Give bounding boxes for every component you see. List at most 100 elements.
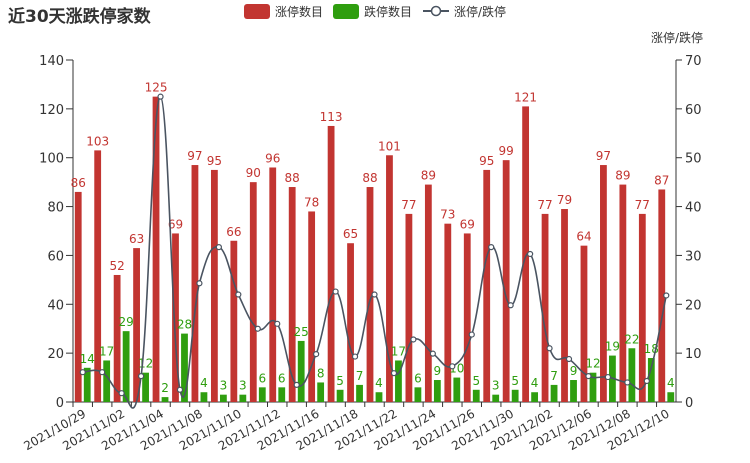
limit-down-value-label: 4 xyxy=(200,376,208,390)
ratio-point xyxy=(274,320,281,327)
left-axis-tick-label: 0 xyxy=(56,396,64,411)
right-axis-tick-label: 20 xyxy=(685,298,702,313)
limit-down-value-label: 25 xyxy=(294,325,309,339)
limit-down-value-label: 8 xyxy=(317,366,325,380)
limit-up-bar xyxy=(561,209,568,402)
ratio-point xyxy=(527,250,534,258)
limit-up-bar xyxy=(210,169,218,402)
ratio-point xyxy=(235,291,242,298)
limit-up-value-label: 88 xyxy=(285,171,300,185)
limit-down-value-label: 17 xyxy=(391,344,406,358)
limit-down-value-label: 3 xyxy=(220,379,228,393)
ratio-point xyxy=(565,355,573,363)
limit-down-bar xyxy=(550,384,558,402)
limit-up-value-label: 103 xyxy=(86,134,109,148)
limit-down-bar xyxy=(531,392,539,402)
limit-down-value-label: 14 xyxy=(80,352,95,366)
right-axis-tick-label: 50 xyxy=(685,152,702,167)
limit-down-value-label: 3 xyxy=(492,379,500,393)
limit-up-value-label: 66 xyxy=(226,225,241,239)
legend-marker-ratio[interactable] xyxy=(430,5,442,17)
legend-label-down[interactable]: 跌停数目 xyxy=(364,4,412,19)
limit-up-value-label: 69 xyxy=(168,217,183,231)
limit-up-value-label: 77 xyxy=(635,198,650,212)
legend-label-ratio[interactable]: 涨停/跌停 xyxy=(454,4,506,19)
ratio-point xyxy=(624,379,631,386)
limit-up-bar xyxy=(113,274,121,402)
limit-up-value-label: 78 xyxy=(304,195,319,209)
limit-down-bar xyxy=(453,377,461,402)
ratio-line-path xyxy=(82,95,668,409)
limit-down-bar xyxy=(239,394,247,402)
ratio-point xyxy=(118,390,125,397)
limit-up-value-label: 73 xyxy=(440,208,455,222)
limit-up-value-label: 101 xyxy=(378,139,401,153)
ratio-point xyxy=(507,302,514,309)
axes: 涨停/跌停 0 20 40 60 80 100 120 140 0 10 20 30 40 50 60 70 xyxy=(39,30,703,411)
limit-down-bar xyxy=(472,389,480,402)
limit-up-value-label: 65 xyxy=(343,227,358,241)
ratio-point xyxy=(663,292,670,299)
limit-down-value-label: 7 xyxy=(356,369,364,383)
limit-down-bar xyxy=(142,372,149,402)
limit-up-bar xyxy=(269,167,277,402)
limit-down-value-label: 9 xyxy=(434,364,442,378)
ratio-point xyxy=(585,373,592,380)
limit-up-value-label: 95 xyxy=(479,154,494,168)
limit-down-bar xyxy=(667,392,675,402)
ratio-point xyxy=(196,280,203,287)
limit-down-value-label: 4 xyxy=(531,376,539,390)
limit-up-value-label: 52 xyxy=(109,259,124,273)
limit-up-bar xyxy=(463,233,471,402)
legend-swatch-up[interactable] xyxy=(244,4,270,19)
limit-up-bar xyxy=(308,211,316,402)
limit-up-value-label: 88 xyxy=(362,171,377,185)
limit-down-bar xyxy=(200,392,208,402)
limit-up-bar xyxy=(366,187,374,402)
limit-down-bar xyxy=(433,380,441,402)
x-axis-tick-labels: 2021/10/292021/11/022021/11/042021/11/08… xyxy=(21,406,671,453)
ratio-point xyxy=(643,377,650,385)
ratio-point xyxy=(468,331,475,338)
limit-up-value-label: 69 xyxy=(460,217,475,231)
limit-down-bar xyxy=(356,384,363,402)
right-axis-tick-label: 30 xyxy=(685,249,702,264)
bar-value-labels: 8614103175229631212526928974953663906966… xyxy=(71,81,675,407)
limit-down-bar xyxy=(297,340,305,402)
limit-up-value-label: 95 xyxy=(207,154,222,168)
ratio-point xyxy=(313,351,320,358)
legend-swatch-down[interactable] xyxy=(333,4,359,19)
limit-up-value-label: 97 xyxy=(187,149,202,163)
limit-up-value-label: 64 xyxy=(576,230,591,244)
limit-up-bar xyxy=(483,169,491,402)
ratio-point xyxy=(351,353,359,360)
limit-up-bar xyxy=(172,233,179,402)
limit-up-bars xyxy=(74,96,666,403)
limit-up-bar xyxy=(74,191,82,402)
limit-up-bar xyxy=(541,213,549,402)
limit-down-bar xyxy=(278,387,286,402)
right-axis-tick-label: 10 xyxy=(685,347,702,362)
limit-up-bar xyxy=(152,96,160,403)
limit-up-bar xyxy=(600,165,607,402)
chart-title: 近30天涨跌停家数 xyxy=(8,7,151,27)
limit-down-value-label: 2 xyxy=(161,381,169,395)
limit-up-value-label: 90 xyxy=(246,166,261,180)
limit-up-bar xyxy=(502,160,510,402)
limit-down-bar xyxy=(161,397,169,402)
ratio-point xyxy=(546,345,553,352)
limit-up-value-label: 89 xyxy=(615,169,630,183)
legend[interactable]: 涨停数目 跌停数目 涨停/跌停 xyxy=(244,4,506,19)
limit-down-value-label: 3 xyxy=(239,379,247,393)
limit-down-bar xyxy=(83,367,91,402)
legend-label-up[interactable]: 涨停数目 xyxy=(275,4,323,19)
limit-down-bar xyxy=(317,382,325,402)
limit-up-value-label: 96 xyxy=(265,151,280,165)
limit-down-bar xyxy=(647,358,655,402)
ratio-point xyxy=(254,325,261,332)
limit-up-value-label: 121 xyxy=(514,90,537,104)
right-axis-tick-label: 60 xyxy=(685,103,702,118)
limit-down-bar xyxy=(336,389,344,402)
ratio-point xyxy=(215,244,222,251)
